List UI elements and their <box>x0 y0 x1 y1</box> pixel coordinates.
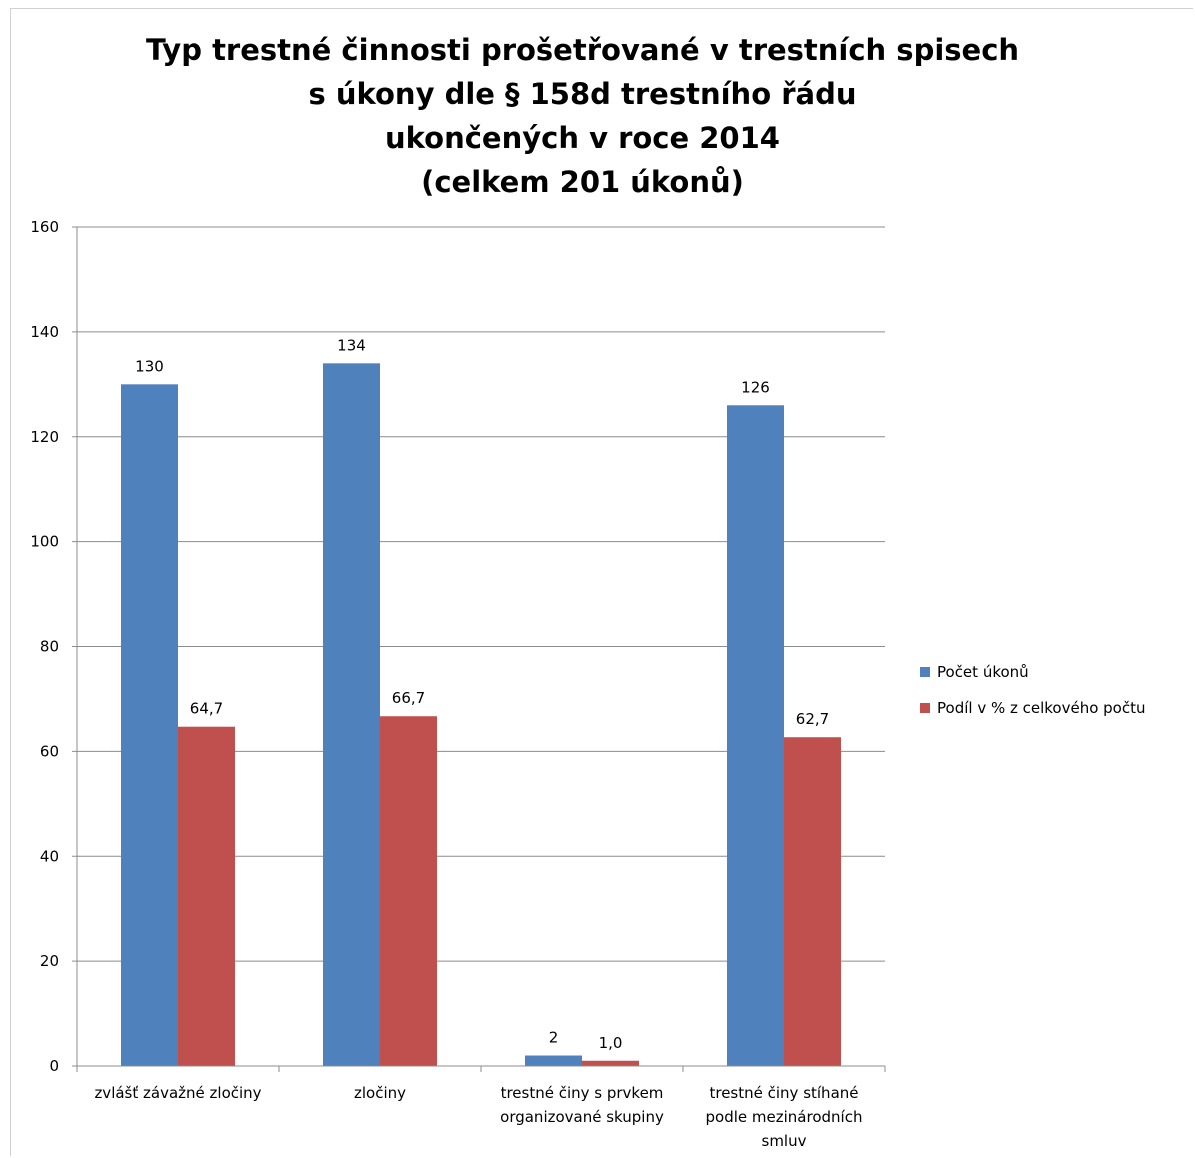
legend: Počet úkonů Podíl v % z celkového počtu <box>920 654 1145 726</box>
data-label: 62,7 <box>796 710 829 728</box>
y-tick-label: 0 <box>49 1057 59 1075</box>
y-tick-label: 60 <box>40 742 59 760</box>
bar-count <box>525 1055 582 1066</box>
x-category-label: trestné činy stíhané <box>709 1084 858 1102</box>
chart-frame <box>10 8 1193 1156</box>
chart-title-line-4: (celkem 201 úkonů) <box>421 165 744 199</box>
legend-label-share: Podíl v % z celkového počtu <box>937 699 1146 717</box>
legend-item-share: Podíl v % z celkového počtu <box>920 690 1145 726</box>
data-label: 1,0 <box>599 1034 623 1052</box>
y-tick-label: 20 <box>40 952 59 970</box>
legend-swatch-count <box>920 667 930 677</box>
x-category-label: podle mezinárodních <box>706 1108 863 1126</box>
legend-label-count: Počet úkonů <box>937 663 1029 681</box>
data-label: 2 <box>549 1029 559 1047</box>
axes <box>72 226 886 1072</box>
chart-title: Typ trestné činnosti prošetřované v tres… <box>60 28 1105 204</box>
x-axis-labels: zvlášť závažné zločiny zločiny trestné čin… <box>94 1084 862 1150</box>
y-tick-label: 120 <box>30 428 59 446</box>
x-category-label: smluv <box>762 1132 807 1150</box>
x-category-label: organizované skupiny <box>500 1108 664 1126</box>
data-label: 64,7 <box>190 700 223 718</box>
x-category-label: zločiny <box>354 1084 406 1102</box>
data-label: 134 <box>337 336 366 354</box>
bar-count <box>323 363 380 1066</box>
legend-swatch-share <box>920 703 930 713</box>
bar-count <box>727 405 784 1067</box>
y-tick-label: 140 <box>30 323 59 341</box>
y-tick-label: 80 <box>40 638 59 656</box>
x-category-label: zvlášť závažné zločiny <box>94 1084 261 1102</box>
data-label: 66,7 <box>392 689 425 707</box>
y-axis-ticks: 0 20 40 60 80 100 120 140 160 <box>30 218 59 1075</box>
data-label: 130 <box>135 357 164 375</box>
chart-title-line-2: s úkony dle § 158d trestního řádu <box>308 77 857 111</box>
bar-share <box>784 737 841 1066</box>
bar-share <box>380 716 437 1066</box>
bar-count <box>121 384 178 1066</box>
chart-title-line-3: ukončených v roce 2014 <box>385 121 780 155</box>
y-tick-label: 100 <box>30 533 59 551</box>
legend-item-count: Počet úkonů <box>920 654 1145 690</box>
y-tick-label: 40 <box>40 847 59 865</box>
data-labels: 130 64,7 134 66,7 2 1,0 126 62,7 <box>135 336 829 1051</box>
y-tick-label: 160 <box>30 218 59 236</box>
bar-share <box>178 726 235 1066</box>
chart-title-line-1: Typ trestné činnosti prošetřované v tres… <box>145 33 1020 67</box>
bars <box>121 363 841 1067</box>
bar-share <box>582 1060 639 1066</box>
x-category-label: trestné činy s prvkem <box>501 1084 664 1102</box>
data-label: 126 <box>741 378 770 396</box>
